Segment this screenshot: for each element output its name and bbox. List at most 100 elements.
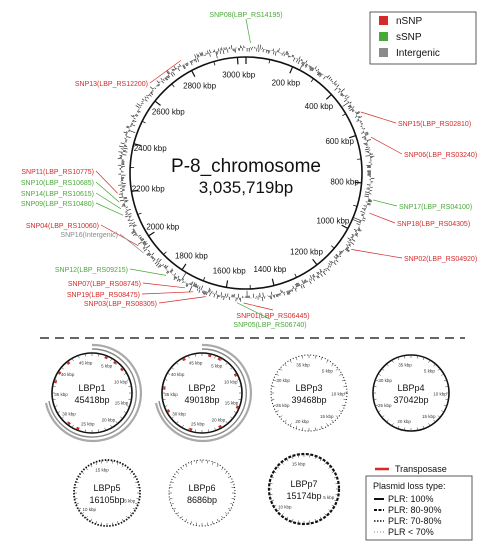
snp-label: SNP12(LBP_RS09215) [55,267,128,274]
plasmid-tick [132,507,136,510]
plasmid-tick [320,425,323,429]
plasmid-tick [279,368,283,371]
plasmid-tick [170,503,174,505]
plasmid-tick [335,494,339,496]
plasmid-tick [120,416,123,419]
snp-leader-line [373,199,398,207]
plasmid-tick [289,423,292,427]
plasmid-tick-label: 15 kbp [95,468,109,473]
plasmid-tick [90,518,93,522]
plasmid-tick [221,515,224,519]
transposase-mark [217,357,221,361]
plasmid-tick [286,516,289,520]
plasmid-tick [230,503,234,505]
chromosome-tick [131,189,139,192]
plasmid-tick [162,399,166,401]
plasmid-circle [168,459,236,527]
plasmid-size: 16105bp [89,495,124,505]
plasmid-tick-label: 25 kbp [191,422,205,427]
plasmid-tick [224,512,228,515]
plasmid-tick [375,404,379,407]
plasmid-tick-label: 5 kbp [211,364,223,369]
plasmid-tick [61,367,64,370]
plasmid-3: 35 kbp 5 kbp 10 kbp 15 kbp 20 kbp 25 kbp 30 kb… [270,354,348,432]
plasmid-tick [181,424,184,428]
plasmid-1: 45 kbp 5 kbp 10 kbp 15 kbp 20 kbp 25 kbp 30 kb… [44,343,142,443]
plasmid-tick [273,379,277,382]
plasmid-tick [101,460,103,464]
plasmid-tick [176,471,180,474]
plasmid-tick [437,368,441,371]
nsnp-swatch [379,16,388,25]
plasmid-tick [167,372,171,375]
plasmid-tick [335,368,339,371]
plasmid-tick-label: 5 kbp [124,498,136,503]
plasmid-tick-label: 35 kbp [54,392,68,397]
plasmid-tick [339,373,343,376]
plasmid-tick [281,462,284,465]
plasmid-tick [271,476,275,479]
plasmid-tick [212,521,214,525]
ssnp-swatch [379,32,388,41]
plasmid-tick [57,411,61,414]
plasmid-tick [206,522,208,526]
plasmid-size: 39468bp [291,395,326,405]
plasmid-tick [180,467,183,471]
snp-leader-line [369,212,396,224]
plasmid-tick [84,429,86,433]
plasmid-tick [169,497,173,499]
plasmid-tick [331,363,334,367]
plasmid-tick-label: 35 kbp [164,392,178,397]
plasmid-tick [52,385,56,387]
snp-leader-line [360,111,397,124]
plasmid-tick [123,372,127,375]
plasmid-tick-label: 40 kbp [171,372,185,377]
plasmid-size: 15174bp [286,491,321,501]
plasmid-tick [273,471,277,474]
transposase-label: Transposase [395,464,447,474]
plasmid-tick [111,522,113,526]
plasmid-tick-label: 20 kbp [212,417,226,422]
chromosome-tick [294,273,297,278]
plasmid-tick [238,385,242,387]
plasmid-tick [75,481,79,483]
plr-80-90-label: PLR: 80-90% [388,505,442,515]
plasmid-tick-label: 10 kbp [433,391,447,396]
plasmid-tick [297,454,299,458]
plasmid-tick-label: 30 kbp [172,412,186,417]
plasmid-tick [214,355,216,359]
plasmid-tick [391,359,394,363]
plasmid-7: 15 kbp 5 kbp 10 kbp LBPp7 15174bp [267,452,341,526]
plasmid-tick [277,466,280,469]
chromosome-tick-label: 800 kbp [330,177,359,186]
transposase-mark [54,380,58,384]
snp-leader-line [141,291,194,295]
plasmid-tick-label: 10 kbp [82,507,96,512]
plasmid-tick [84,353,86,357]
snp-label: SNP01(LBP_RS06445) [236,313,309,320]
plasmid-tick [129,471,133,474]
plasmid-tick [98,353,100,357]
plasmid-tick [397,425,400,429]
snp-label: SNP10(LBP_RS10685) [21,180,94,187]
plasmid-tick [281,513,284,516]
chromosome-tick-label: 1800 kbp [175,252,208,261]
snp-leader-line [243,302,274,311]
chromosome-tick-label: 600 kbp [325,137,354,146]
plasmid-tick [196,522,198,526]
plasmid-tick [117,461,119,465]
plasmid-tick [176,512,180,515]
plasmid-tick [373,386,377,388]
plasmid-tick [284,419,287,423]
plasmid-tick [377,410,381,413]
plasmid-tick [78,355,80,359]
plasmid-tick [333,476,337,479]
plasmid-tick [104,427,106,431]
plasmid-tick [176,362,179,365]
plasmid-tick [302,355,304,359]
transposase-mark [67,421,71,426]
plasmid-tick [117,521,119,525]
plasmid-tick [194,353,196,357]
plasmid-tick [441,410,445,413]
